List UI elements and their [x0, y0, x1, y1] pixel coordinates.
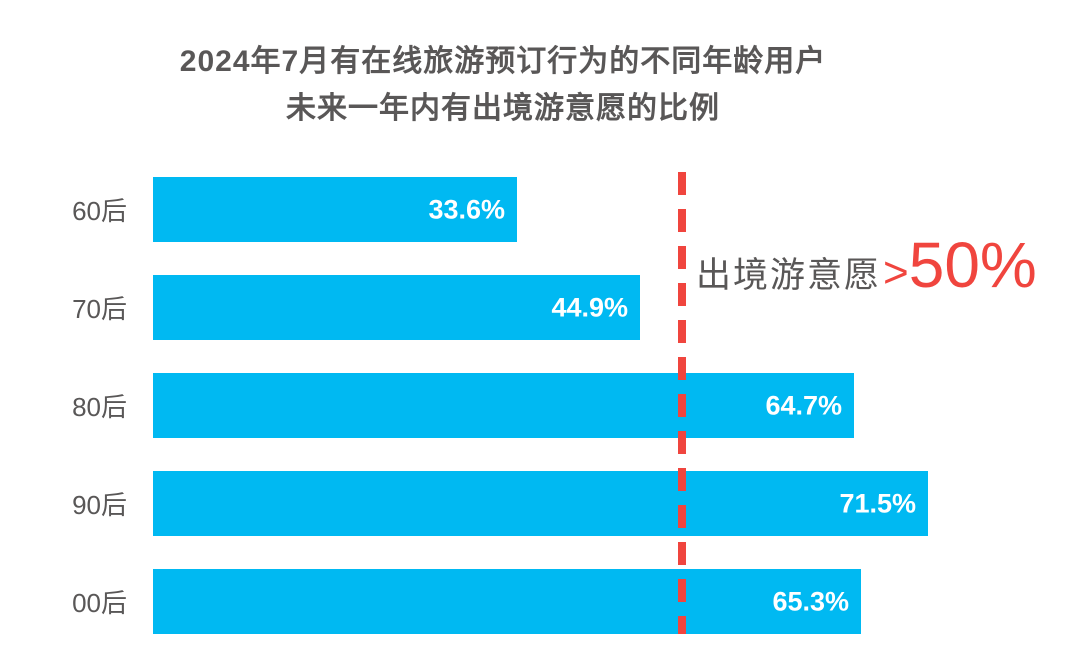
bar-track: 33.6%: [153, 177, 1080, 242]
category-label: 90后: [72, 490, 127, 520]
bar-60hou: 33.6%: [153, 177, 517, 242]
annotation-outbound-intent: 出境游意愿 > 50%: [696, 228, 1037, 302]
bar-value-label: 65.3%: [772, 586, 849, 616]
bar-row-90hou: 90后 71.5%: [0, 471, 1080, 536]
bar-track: 71.5%: [153, 471, 1080, 536]
bar-value-label: 44.9%: [551, 292, 628, 322]
category-label: 00后: [72, 588, 127, 618]
bar-80hou: 64.7%: [153, 373, 854, 438]
bar-00hou: 65.3%: [153, 569, 861, 634]
bar-value-label: 71.5%: [839, 488, 916, 518]
chart-title: 2024年7月有在线旅游预订行为的不同年龄用户 未来一年内有出境游意愿的比例: [0, 38, 1006, 132]
bar-track: 65.3%: [153, 569, 1080, 634]
bar-row-70hou: 70后 44.9%: [0, 275, 1080, 340]
bar-row-00hou: 00后 65.3%: [0, 569, 1080, 634]
bar-row-80hou: 80后 64.7%: [0, 373, 1080, 438]
bar-90hou: 71.5%: [153, 471, 928, 536]
annotation-greater-than: >: [883, 248, 909, 297]
chart-title-line1: 2024年7月有在线旅游预订行为的不同年龄用户: [179, 45, 827, 78]
bar-track: 44.9%: [153, 275, 1080, 340]
bar-row-60hou: 60后 33.6%: [0, 177, 1080, 242]
bar-70hou: 44.9%: [153, 275, 640, 340]
category-label: 70后: [72, 294, 127, 324]
bar-track: 64.7%: [153, 373, 1080, 438]
bar-chart: 60后 33.6% 70后 44.9% 80后 64.7%: [0, 177, 1080, 634]
category-label: 60后: [72, 196, 127, 226]
reference-line-50pct: [678, 172, 686, 634]
annotation-label: 出境游意愿: [696, 256, 882, 295]
chart-title-line2: 未来一年内有出境游意愿的比例: [286, 92, 720, 125]
annotation-threshold-value: 50%: [908, 229, 1037, 301]
bar-value-label: 64.7%: [765, 390, 842, 420]
bar-value-label: 33.6%: [428, 194, 505, 224]
category-label: 80后: [72, 392, 127, 422]
